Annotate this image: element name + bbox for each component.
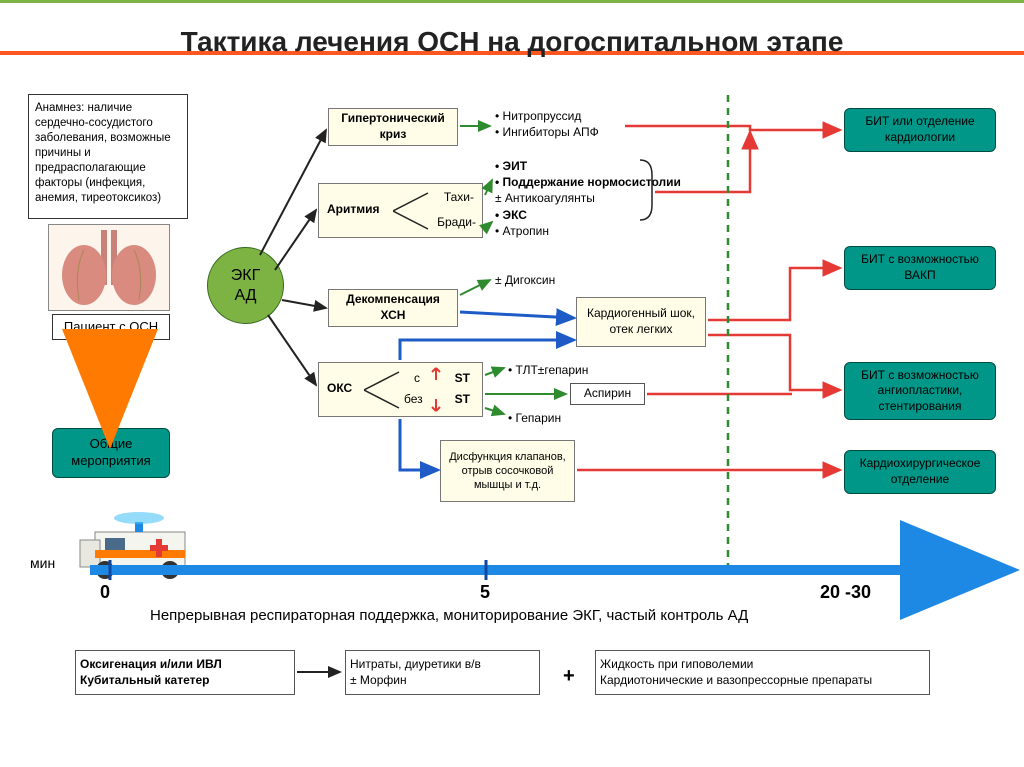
arrhythmia-box: Аритмия Тахи- Бради- [318,183,483,238]
slide-root: Тактика лечения ОСН на догоспитальном эт… [0,0,1024,767]
dest-cardiology: БИТ или отделение кардиологии [844,108,996,152]
slide-title: Тактика лечения ОСН на догоспитальном эт… [0,26,1024,58]
continuous-support-text: Непрерывная респираторная поддержка, мон… [150,607,748,624]
crisis-bullets: • Нитропруссид • Ингибиторы АПФ [495,108,599,140]
oks-with: с [414,371,420,387]
bp-label: АД [234,286,256,305]
st-down: ST [455,392,470,408]
ekg-bp-node: ЭКГ АД [207,247,284,324]
dest-angioplasty: БИТ с возможностью ангиопластики, стенти… [844,362,996,420]
tachy-label: Тахи- [444,190,474,206]
aspirin-box: Аспирин [570,383,645,405]
b-eit: • ЭИТ [495,159,527,173]
footer-oxygenation: Оксигенация и/или ИВЛ Кубитальный катете… [75,650,295,695]
footer-fluids: Жидкость при гиповолемии Кардиотонически… [595,650,930,695]
arrhythmia-label: Аритмия [327,202,380,218]
b-nitroprusside: • Нитропруссид [495,109,581,123]
dest-vakp: БИТ с возможностью ВАКП [844,246,996,290]
b-anticoag: ± Антикоагулянты [495,191,595,205]
patient-box: Пациент с ОСН [52,314,170,340]
oks-b1: • ТЛТ±гепарин [508,362,588,378]
tick-0: 0 [100,582,110,603]
shock-box: Кардиогенный шок, отек легких [576,297,706,347]
oks-label: ОКС [327,381,352,397]
b-normosystole: • Поддержание нормосистолии [495,175,681,189]
tick-5: 5 [480,582,490,603]
b-atropine: • Атропин [495,224,549,238]
b-ace: • Ингибиторы АПФ [495,125,599,139]
dest-surgery: Кардиохирургическое отделение [844,450,996,494]
arr-bullets: • ЭИТ • Поддержание нормосистолии ± Анти… [495,158,681,239]
plus-sign: + [563,665,575,688]
crisis-box: Гипертонический криз [328,108,458,146]
b-eks: • ЭКС [495,208,527,222]
valve-box: Дисфункция клапанов, отрыв сосочковой мы… [440,440,575,502]
footer-nitrates: Нитраты, диуретики в/в ± Морфин [345,650,540,695]
ambulance-icon [75,510,210,585]
oks-box: ОКС с без ST ST [318,362,483,417]
ekg-label: ЭКГ [231,266,260,285]
decomp-bullet: ± Дигоксин [495,272,555,288]
decomp-box: Декомпенсация ХСН [328,289,458,327]
anamnesis-box: Анамнез: наличие сердечно-сосудистого за… [28,94,188,219]
oks-b3: • Гепарин [508,410,561,426]
st-up: ST [455,371,470,387]
tick-2030: 20 -30 [820,582,871,603]
lungs-image-placeholder [48,224,170,311]
general-measures-box: Общие мероприятия [52,428,170,478]
timeline-label: мин [30,555,55,571]
